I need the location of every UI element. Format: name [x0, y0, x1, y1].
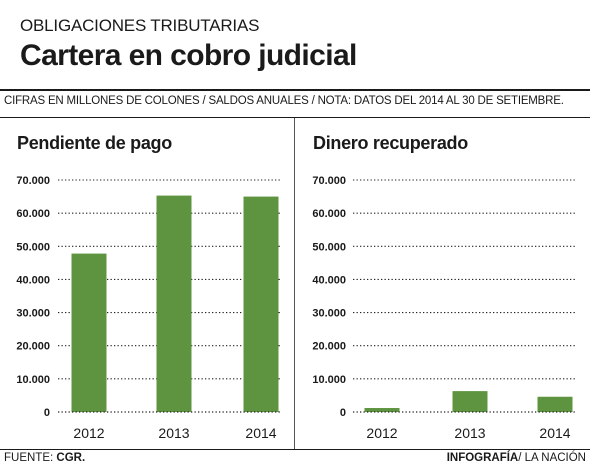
x-tick-label: 2013: [454, 425, 485, 441]
page-title: Cartera en cobro judicial: [20, 39, 357, 72]
chart-dinero-recuperado: 0 10.000 20.000 30.000 40.000 50.000 60.000 70.…: [312, 175, 577, 441]
panel-divider: [294, 118, 295, 449]
bar-2014: [537, 396, 573, 412]
x-tick-label: 2014: [539, 425, 570, 441]
credit-rest: / LA NACIÓN: [518, 452, 586, 464]
y-tick-label: 10.000: [312, 374, 346, 386]
y-tick-label: 60.000: [312, 208, 346, 220]
y-tick-label: 60.000: [16, 208, 50, 220]
y-tick-label: 30.000: [16, 308, 50, 320]
y-tick-label: 70.000: [312, 175, 346, 187]
chart-title-pendiente: Pendiente de pago: [17, 133, 172, 153]
bar-2014: [243, 196, 279, 412]
bar-2012: [364, 408, 400, 412]
bar-2013: [156, 195, 192, 412]
y-tick-label: 40.000: [312, 274, 346, 286]
header-divider: [0, 89, 590, 91]
source-label: FUENTE:: [4, 452, 54, 464]
chart-title-recuperado: Dinero recuperado: [313, 133, 468, 153]
y-tick-label: 70.000: [16, 175, 50, 187]
footer-divider: [0, 449, 590, 450]
bar-2013: [452, 391, 488, 412]
note-divider: [0, 117, 590, 118]
kicker-label: OBLIGACIONES TRIBUTARIAS: [20, 16, 260, 35]
source-value: CGR.: [56, 452, 86, 464]
source-note: FUENTE: CGR.: [4, 452, 85, 464]
y-tick-label: 10.000: [16, 374, 50, 386]
y-tick-label: 50.000: [16, 241, 50, 253]
credit-note: INFOGRAFÍA/ LA NACIÓN: [447, 452, 586, 464]
y-tick-label: 40.000: [16, 274, 50, 286]
chart-pendiente-de-pago: 0 10.000 20.000 30.000 40.000 50.000 60.000 70.…: [16, 175, 280, 441]
x-tick-label: 2014: [245, 425, 276, 441]
data-note: CIFRAS EN MILLONES DE COLONES / SALDOS A…: [4, 95, 564, 107]
x-tick-label: 2013: [158, 425, 189, 441]
y-tick-label: 50.000: [312, 241, 346, 253]
credit-strong: INFOGRAFÍA: [446, 452, 519, 464]
bar-2012: [71, 253, 107, 412]
y-tick-label: 20.000: [16, 341, 50, 353]
y-tick-label: 20.000: [312, 341, 346, 353]
x-tick-label: 2012: [73, 425, 104, 441]
x-tick-label: 2012: [366, 425, 397, 441]
y-tick-label: 0: [44, 407, 50, 419]
y-tick-label: 30.000: [312, 308, 346, 320]
y-tick-label: 0: [340, 407, 346, 419]
